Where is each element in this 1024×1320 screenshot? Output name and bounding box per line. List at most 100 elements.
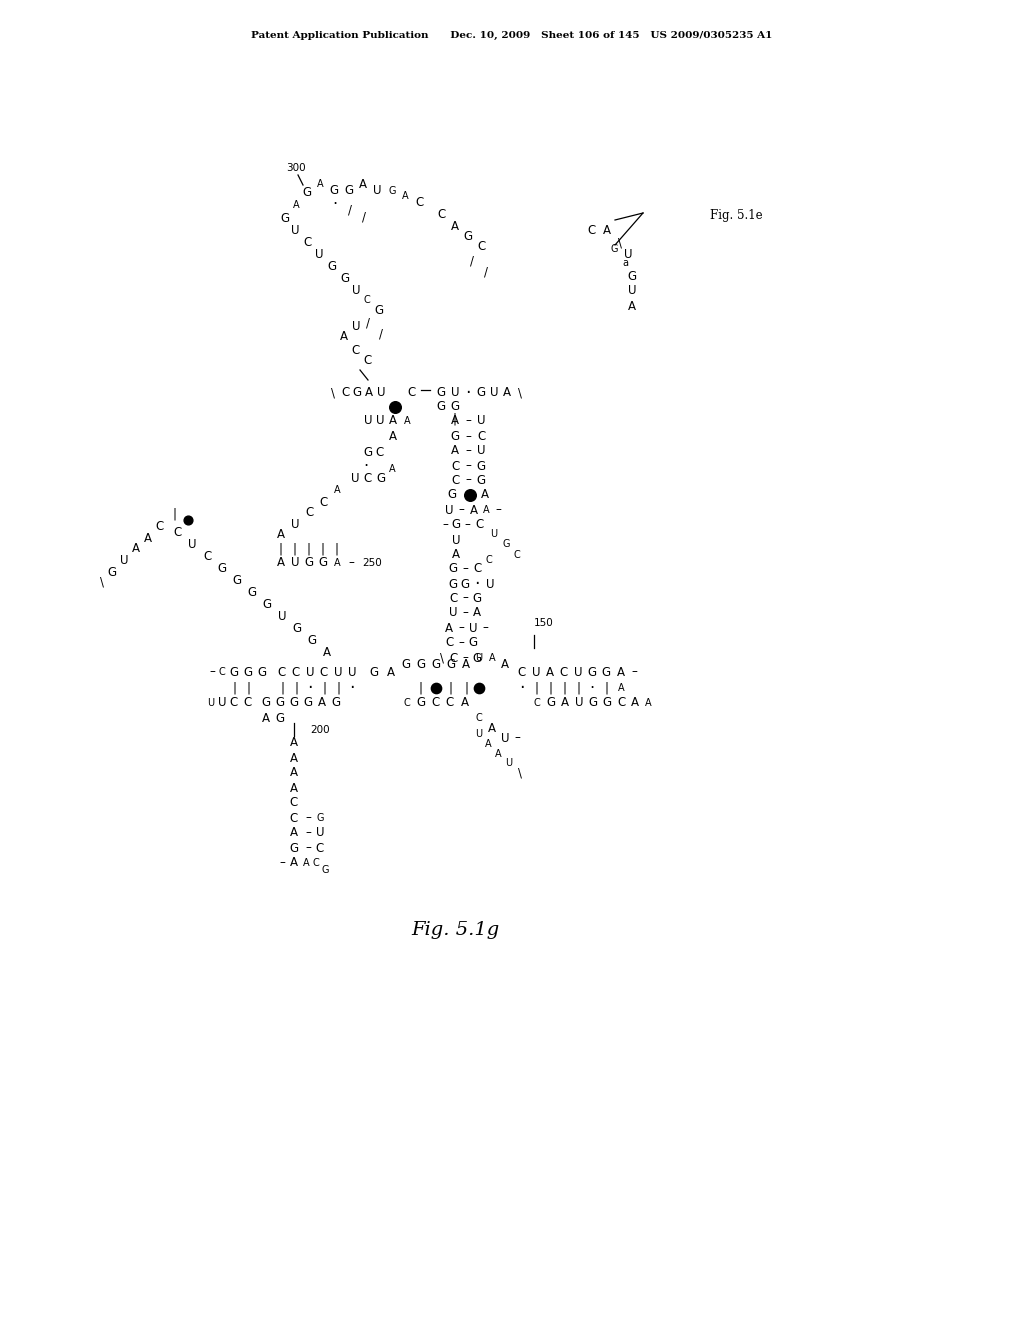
Text: C: C bbox=[290, 796, 298, 809]
Text: A: A bbox=[359, 178, 367, 191]
Text: A: A bbox=[484, 739, 492, 748]
Text: –: – bbox=[442, 519, 447, 532]
Text: G: G bbox=[340, 272, 349, 285]
Text: –: – bbox=[348, 557, 354, 569]
Text: C: C bbox=[407, 387, 415, 400]
Text: –: – bbox=[465, 474, 471, 487]
Text: C: C bbox=[560, 665, 568, 678]
Text: |: | bbox=[449, 681, 453, 694]
Text: –: – bbox=[458, 636, 464, 649]
Text: C: C bbox=[290, 812, 298, 825]
Text: G: G bbox=[589, 697, 598, 710]
Text: G: G bbox=[601, 665, 610, 678]
Text: G: G bbox=[431, 659, 440, 672]
Text: A: A bbox=[617, 665, 625, 678]
Text: A: A bbox=[546, 665, 554, 678]
Text: C: C bbox=[315, 842, 325, 854]
Text: A: A bbox=[451, 445, 459, 458]
Text: \: \ bbox=[440, 652, 444, 664]
Text: U: U bbox=[449, 606, 458, 619]
Text: |: | bbox=[562, 681, 566, 694]
Text: |: | bbox=[548, 681, 552, 694]
Text: C: C bbox=[475, 713, 482, 723]
Text: –: – bbox=[280, 857, 285, 870]
Text: G: G bbox=[468, 636, 477, 649]
Text: ·: · bbox=[364, 459, 369, 474]
Text: A: A bbox=[365, 387, 373, 400]
Text: ·: · bbox=[590, 681, 595, 696]
Text: C: C bbox=[229, 697, 239, 710]
Text: A: A bbox=[617, 682, 625, 693]
Text: G: G bbox=[248, 586, 257, 598]
Text: \: \ bbox=[331, 387, 335, 400]
Text: |: | bbox=[307, 543, 311, 556]
Text: G: G bbox=[217, 561, 226, 574]
Text: ·: · bbox=[333, 197, 338, 211]
Text: G: G bbox=[352, 387, 361, 400]
Text: G: G bbox=[628, 269, 637, 282]
Text: A: A bbox=[387, 665, 395, 678]
Text: C: C bbox=[534, 698, 541, 708]
Text: U: U bbox=[490, 529, 498, 539]
Text: |: | bbox=[232, 681, 236, 694]
Text: A: A bbox=[144, 532, 152, 544]
Text: U: U bbox=[352, 321, 360, 334]
Text: G: G bbox=[388, 186, 395, 195]
Text: C: C bbox=[485, 554, 493, 565]
Text: Patent Application Publication      Dec. 10, 2009   Sheet 106 of 145   US 2009/0: Patent Application Publication Dec. 10, … bbox=[251, 30, 773, 40]
Text: C: C bbox=[278, 665, 286, 678]
Text: /: / bbox=[362, 210, 366, 223]
Text: A: A bbox=[290, 767, 298, 780]
Text: A: A bbox=[290, 737, 298, 750]
Point bbox=[428, 677, 444, 698]
Text: A: A bbox=[481, 488, 489, 502]
Text: C: C bbox=[473, 562, 481, 576]
Text: U: U bbox=[573, 665, 583, 678]
Text: ·: · bbox=[307, 678, 312, 697]
Text: |: | bbox=[280, 681, 284, 694]
Text: \: \ bbox=[100, 576, 104, 589]
Text: A: A bbox=[451, 219, 459, 232]
Text: G: G bbox=[476, 459, 485, 473]
Text: U: U bbox=[452, 533, 460, 546]
Text: C: C bbox=[451, 459, 459, 473]
Text: |: | bbox=[464, 681, 468, 694]
Text: C: C bbox=[364, 294, 371, 305]
Text: C: C bbox=[303, 236, 311, 249]
Text: ·: · bbox=[465, 384, 471, 403]
Text: G: G bbox=[257, 665, 266, 678]
Text: G: G bbox=[303, 697, 312, 710]
Text: G: G bbox=[472, 591, 481, 605]
Text: A: A bbox=[482, 506, 489, 515]
Text: –: – bbox=[458, 503, 464, 516]
Text: A: A bbox=[403, 416, 411, 426]
Text: A: A bbox=[303, 858, 309, 869]
Text: U: U bbox=[364, 414, 373, 428]
Text: G: G bbox=[502, 539, 510, 549]
Text: A: A bbox=[445, 622, 453, 635]
Text: A: A bbox=[451, 414, 459, 428]
Text: |: | bbox=[293, 543, 297, 556]
Text: C: C bbox=[362, 354, 371, 367]
Text: A: A bbox=[316, 180, 324, 189]
Text: G: G bbox=[472, 652, 481, 664]
Text: |: | bbox=[534, 681, 538, 694]
Text: U: U bbox=[574, 697, 584, 710]
Text: ·: · bbox=[519, 678, 524, 697]
Text: G: G bbox=[302, 186, 311, 198]
Text: –: – bbox=[458, 622, 464, 635]
Text: A: A bbox=[290, 781, 298, 795]
Text: G: G bbox=[290, 697, 299, 710]
Text: U: U bbox=[624, 248, 632, 260]
Text: –: – bbox=[464, 519, 470, 532]
Text: /: / bbox=[484, 265, 488, 279]
Text: A: A bbox=[561, 697, 569, 710]
Text: A: A bbox=[278, 528, 285, 540]
Text: G: G bbox=[547, 697, 556, 710]
Text: G: G bbox=[451, 430, 460, 444]
Text: A: A bbox=[488, 653, 496, 663]
Text: C: C bbox=[444, 636, 454, 649]
Text: –: – bbox=[462, 591, 468, 605]
Text: C: C bbox=[616, 697, 625, 710]
Text: G: G bbox=[417, 659, 426, 672]
